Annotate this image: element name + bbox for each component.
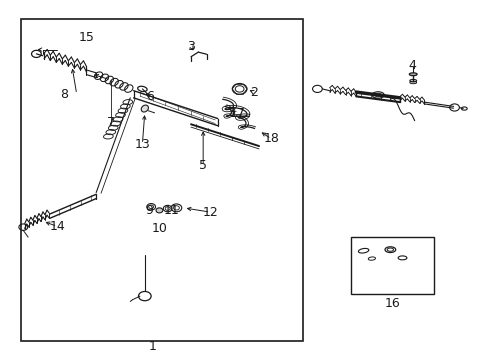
Text: 5: 5 [199, 159, 207, 172]
Text: 3: 3 [187, 40, 195, 53]
Bar [351, 237, 433, 294]
Text: 18: 18 [263, 132, 279, 145]
Text: 17: 17 [229, 107, 244, 120]
Text: 1: 1 [148, 339, 156, 352]
Text: 2: 2 [250, 86, 258, 99]
Text: 10: 10 [151, 222, 167, 235]
Text: 12: 12 [202, 206, 218, 219]
Text: 13: 13 [134, 138, 150, 151]
Circle shape [156, 208, 163, 213]
Text: 9: 9 [145, 204, 153, 217]
Text: 7: 7 [106, 116, 115, 129]
Text: 11: 11 [163, 204, 179, 217]
Text: 4: 4 [407, 59, 415, 72]
Text: 8: 8 [61, 88, 68, 101]
Ellipse shape [408, 73, 416, 76]
Bar [21, 19, 302, 341]
Ellipse shape [141, 105, 148, 112]
Text: 6: 6 [145, 90, 153, 103]
Text: 14: 14 [49, 220, 65, 233]
Text: 15: 15 [79, 31, 94, 44]
Text: 16: 16 [384, 297, 400, 310]
